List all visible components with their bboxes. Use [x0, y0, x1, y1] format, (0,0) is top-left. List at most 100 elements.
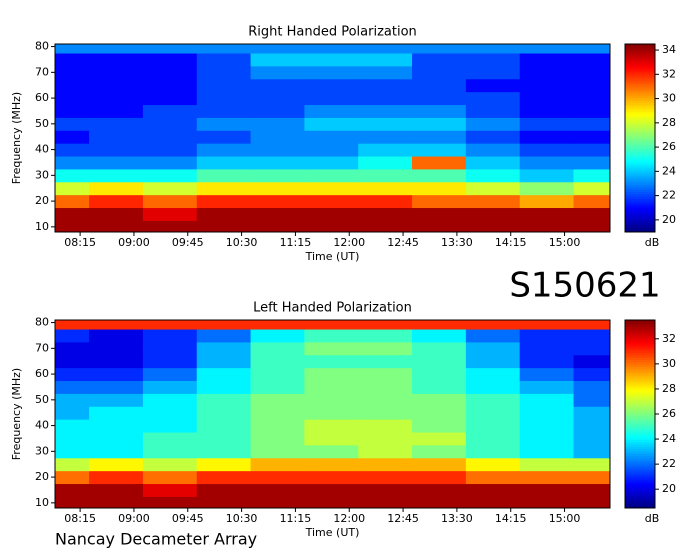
heatmap-cell — [89, 419, 144, 433]
colorbar-step — [625, 166, 655, 170]
heatmap-cell — [412, 380, 467, 394]
heatmap-cell — [358, 320, 413, 330]
colorbar-step — [625, 334, 655, 337]
heatmap-cell — [412, 367, 467, 382]
heatmap-cell — [89, 444, 144, 459]
heatmap-cell — [412, 130, 467, 144]
heatmap-cell — [196, 393, 252, 407]
y-tick-label: 30 — [35, 168, 49, 181]
colorbar-step — [625, 187, 655, 191]
heatmap-cell — [519, 329, 575, 343]
heatmap-cell — [358, 181, 413, 196]
heatmap-cell — [196, 320, 252, 330]
colorbar-step — [625, 215, 655, 219]
heatmap-cell — [196, 483, 252, 497]
heatmap-cell — [304, 220, 359, 232]
heatmap-cell — [250, 53, 305, 67]
colorbar-step — [625, 327, 655, 330]
x-tick-label: 09:00 — [118, 236, 150, 249]
y-tick-label: 40 — [35, 419, 49, 432]
heatmap-cell — [55, 432, 90, 446]
colorbar-step — [625, 67, 655, 71]
colorbar-step — [625, 175, 655, 179]
colorbar-step — [625, 503, 655, 507]
heatmap-cell — [196, 367, 252, 382]
heatmap-cell — [358, 380, 413, 394]
heatmap-cell — [412, 156, 467, 170]
heatmap-cell — [196, 181, 252, 196]
heatmap-cell — [250, 194, 305, 209]
heatmap-cell — [573, 117, 610, 131]
heatmap-cell — [89, 496, 144, 508]
heatmap-cell — [358, 130, 413, 144]
colorbar-step — [625, 180, 655, 184]
heatmap-cell — [412, 220, 467, 232]
heatmap-cell — [250, 393, 305, 407]
heatmap-cell — [573, 406, 610, 420]
heatmap-cell — [304, 354, 359, 369]
colorbar-step — [625, 154, 655, 158]
colorbar-tick-label: 26 — [662, 407, 676, 420]
y-axis-label: Frequency (MHz) — [10, 368, 23, 460]
heatmap-cell — [358, 220, 413, 232]
heatmap-cell — [304, 117, 359, 131]
colorbar-step — [625, 324, 655, 328]
x-tick-label: 08:15 — [64, 512, 96, 525]
colorbar-step — [625, 100, 655, 104]
heatmap-cell — [358, 194, 413, 209]
heatmap-cell — [573, 393, 610, 407]
colorbar-step — [625, 505, 655, 509]
heatmap-cell — [55, 354, 90, 369]
heatmap-cell — [142, 419, 198, 433]
colorbar-step — [625, 453, 655, 457]
heatmap-cell — [142, 393, 198, 407]
heatmap-cell — [358, 367, 413, 382]
colorbar-step — [625, 416, 655, 420]
heatmap-cell — [196, 65, 252, 80]
colorbar-step — [625, 461, 655, 464]
colorbar-step — [625, 437, 655, 441]
heatmap-cell — [358, 444, 413, 459]
colorbar-step — [625, 119, 655, 123]
colorbar-step — [625, 414, 655, 417]
heatmap-cell — [519, 130, 575, 144]
heatmap-cell — [250, 320, 305, 330]
heatmap-cell — [465, 457, 521, 472]
colorbar-step — [625, 112, 655, 115]
heatmap-cell — [55, 117, 90, 131]
heatmap-cell — [358, 496, 413, 508]
heatmap-cell — [304, 419, 359, 433]
colorbar-step — [625, 192, 655, 195]
y-tick-label: 10 — [35, 496, 49, 509]
heatmap-cell — [89, 104, 144, 118]
heatmap-cell — [358, 156, 413, 170]
heatmap-cell — [412, 432, 467, 446]
colorbar-step — [625, 352, 655, 356]
colorbar-step — [625, 201, 655, 205]
heatmap-cell — [412, 78, 467, 93]
heatmap-cell — [55, 419, 90, 433]
heatmap-cell — [142, 207, 198, 221]
heatmap-cell — [358, 470, 413, 485]
heatmap-cell — [55, 194, 90, 209]
heatmap-cell — [573, 143, 610, 157]
colorbar-label: dB — [645, 236, 660, 249]
colorbar-step — [625, 322, 655, 326]
colorbar-step — [625, 336, 655, 340]
heatmap-cell — [519, 406, 575, 420]
heatmap-cell — [519, 117, 575, 131]
colorbar-step — [625, 402, 655, 406]
heatmap-cell — [89, 483, 144, 497]
heatmap-cell — [196, 470, 252, 485]
heatmap-cell — [519, 91, 575, 106]
heatmap-cell — [142, 130, 198, 144]
heatmap-cell — [304, 143, 359, 157]
heatmap-cell — [89, 432, 144, 446]
heatmap-cell — [465, 44, 521, 54]
heatmap-cell — [519, 496, 575, 508]
heatmap-cell — [412, 354, 467, 369]
colorbar-step — [625, 395, 655, 399]
heatmap-cell — [142, 44, 198, 54]
colorbar-step — [625, 338, 655, 342]
heatmap-cell — [465, 143, 521, 157]
